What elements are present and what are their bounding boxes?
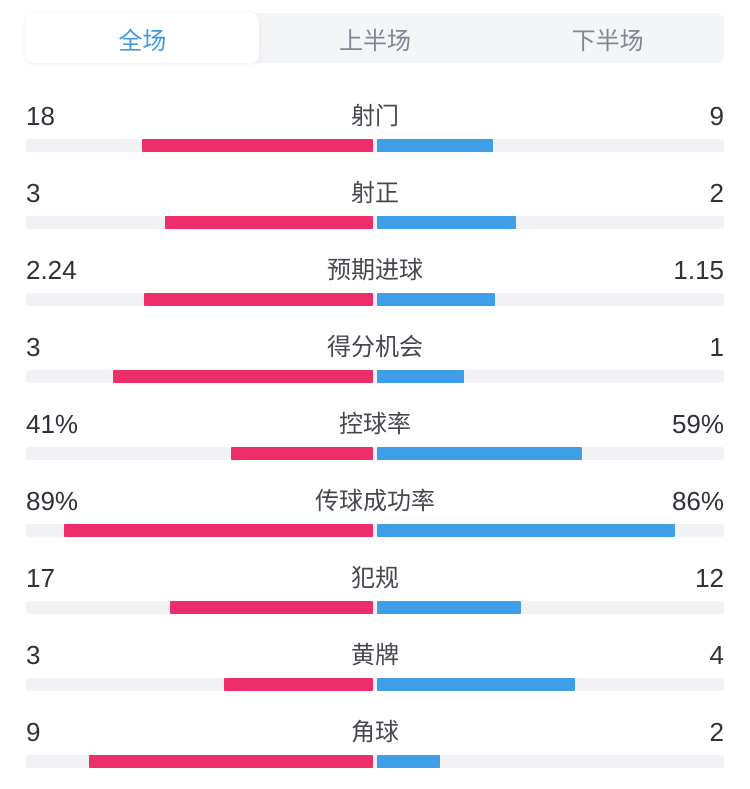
home-value: 3 bbox=[26, 332, 41, 362]
tab-first-half[interactable]: 上半场 bbox=[339, 27, 411, 55]
home-value: 41% bbox=[26, 409, 79, 439]
stat-bar-track bbox=[26, 601, 724, 614]
away-value: 12 bbox=[695, 563, 724, 593]
stat-bar-track bbox=[26, 370, 724, 383]
home-bar bbox=[144, 293, 373, 306]
stat-bar-track bbox=[26, 524, 724, 537]
home-bar bbox=[170, 601, 373, 614]
stat-label: 射门 bbox=[351, 103, 399, 130]
home-bar bbox=[89, 755, 373, 768]
stats-list: 18 射门 9 3 射正 2 2.24 预期进球 1.15 bbox=[26, 96, 724, 789]
away-value: 2 bbox=[709, 717, 724, 747]
stat-row-head: 89% 传球成功率 86% bbox=[26, 481, 724, 516]
home-value: 18 bbox=[26, 101, 55, 131]
away-bar bbox=[377, 447, 582, 460]
away-value: 4 bbox=[709, 640, 724, 670]
stat-bar-track bbox=[26, 293, 724, 306]
away-bar bbox=[377, 370, 464, 383]
stat-row: 3 得分机会 1 bbox=[26, 327, 724, 404]
stat-bar-track bbox=[26, 447, 724, 460]
stat-bar-track bbox=[26, 755, 724, 768]
away-bar bbox=[377, 139, 493, 152]
stat-row: 17 犯规 12 bbox=[26, 558, 724, 635]
stat-bar-track bbox=[26, 139, 724, 152]
stat-row: 3 黄牌 4 bbox=[26, 635, 724, 712]
stat-row-head: 3 黄牌 4 bbox=[26, 635, 724, 670]
home-bar bbox=[224, 678, 373, 691]
stat-label: 控球率 bbox=[339, 411, 411, 438]
away-value: 86% bbox=[671, 486, 724, 516]
stat-label: 预期进球 bbox=[327, 257, 423, 284]
home-value: 9 bbox=[26, 717, 41, 747]
stat-label: 角球 bbox=[351, 719, 399, 746]
stat-label: 传球成功率 bbox=[315, 488, 435, 515]
stat-label: 射正 bbox=[351, 180, 399, 207]
away-value: 2 bbox=[709, 178, 724, 208]
tab-full-match[interactable]: 全场 bbox=[26, 13, 259, 63]
away-value: 59% bbox=[671, 409, 724, 439]
period-tabbar: 全场 上半场 下半场 bbox=[26, 13, 724, 63]
stat-row: 89% 传球成功率 86% bbox=[26, 481, 724, 558]
stat-bar-track bbox=[26, 678, 724, 691]
away-bar bbox=[377, 524, 675, 537]
stat-label: 得分机会 bbox=[327, 334, 423, 361]
home-value: 3 bbox=[26, 640, 41, 670]
home-bar bbox=[231, 447, 373, 460]
home-value: 89% bbox=[26, 486, 79, 516]
stat-row: 18 射门 9 bbox=[26, 96, 724, 173]
home-bar bbox=[142, 139, 373, 152]
home-value: 17 bbox=[26, 563, 55, 593]
stat-label: 犯规 bbox=[351, 565, 399, 592]
home-bar bbox=[64, 524, 373, 537]
stat-label: 黄牌 bbox=[351, 642, 399, 669]
stat-row-head: 3 射正 2 bbox=[26, 173, 724, 208]
stat-row-head: 18 射门 9 bbox=[26, 96, 724, 131]
tab-second-half[interactable]: 下半场 bbox=[571, 27, 644, 55]
stat-row: 3 射正 2 bbox=[26, 173, 724, 250]
home-bar bbox=[165, 216, 373, 229]
stat-row: 41% 控球率 59% bbox=[26, 404, 724, 481]
stat-row-head: 9 角球 2 bbox=[26, 712, 724, 747]
away-bar bbox=[377, 216, 516, 229]
stat-row-head: 2.24 预期进球 1.15 bbox=[26, 250, 724, 285]
stat-row-head: 17 犯规 12 bbox=[26, 558, 724, 593]
away-value: 1.15 bbox=[673, 255, 724, 285]
home-bar bbox=[113, 370, 373, 383]
home-value: 3 bbox=[26, 178, 41, 208]
away-value: 9 bbox=[709, 101, 724, 131]
away-bar bbox=[377, 293, 495, 306]
away-bar bbox=[377, 678, 575, 691]
stat-bar-track bbox=[26, 216, 724, 229]
home-value: 2.24 bbox=[26, 255, 77, 285]
stat-row: 2.24 预期进球 1.15 bbox=[26, 250, 724, 327]
stat-row-head: 41% 控球率 59% bbox=[26, 404, 724, 439]
stat-row: 9 角球 2 bbox=[26, 712, 724, 789]
away-value: 1 bbox=[709, 332, 724, 362]
away-bar bbox=[377, 601, 521, 614]
away-bar bbox=[377, 755, 440, 768]
stat-row-head: 3 得分机会 1 bbox=[26, 327, 724, 362]
